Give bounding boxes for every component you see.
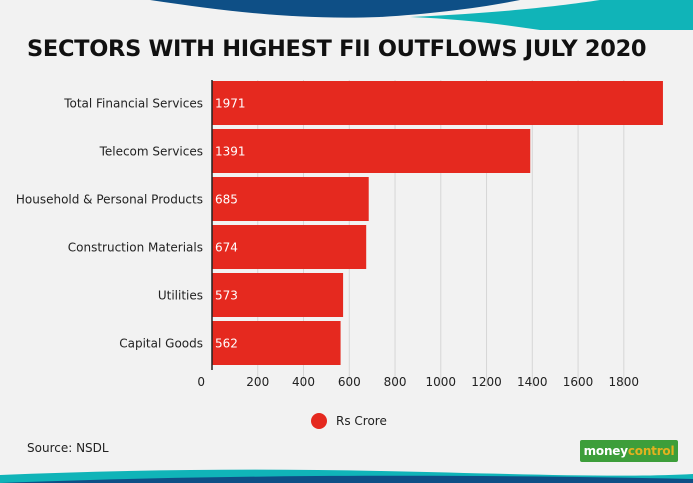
bar-4 xyxy=(212,273,344,317)
data-label-0: 1971 xyxy=(215,97,246,111)
x-tick-label-800: 800 xyxy=(384,375,407,389)
legend-label: Rs Crore xyxy=(336,414,387,428)
x-tick-label-0: 0 xyxy=(197,375,205,389)
x-tick-label-400: 400 xyxy=(292,375,315,389)
category-label-0: Total Financial Services xyxy=(63,97,203,111)
logo-text-control: control xyxy=(627,444,675,458)
moneycontrol-logo: money control xyxy=(580,440,678,462)
data-label-2: 685 xyxy=(215,193,238,207)
x-tick-label-200: 200 xyxy=(246,375,269,389)
bars: 1971 1391 685 674 573 562 xyxy=(212,81,663,365)
legend-swatch xyxy=(311,413,327,429)
bar-0 xyxy=(212,81,663,125)
category-label-5: Capital Goods xyxy=(119,337,203,351)
legend: Rs Crore xyxy=(311,413,387,429)
bar-3 xyxy=(212,225,367,269)
chart-title: SECTORS WITH HIGHEST FII OUTFLOWS JULY 2… xyxy=(27,36,647,62)
data-label-3: 674 xyxy=(215,241,238,255)
header-decorative-band xyxy=(150,0,693,30)
x-tick-label-1200: 1200 xyxy=(471,375,502,389)
footer-decorative-band xyxy=(0,469,693,483)
category-label-1: Telecom Services xyxy=(99,145,203,159)
header-band-dark-wave xyxy=(150,0,520,18)
x-tick-label-1000: 1000 xyxy=(426,375,457,389)
data-label-5: 562 xyxy=(215,337,238,351)
logo-text-money: money xyxy=(583,444,628,458)
category-label-3: Construction Materials xyxy=(68,241,203,255)
x-tick-label-1800: 1800 xyxy=(609,375,640,389)
bar-2 xyxy=(212,177,369,221)
x-axis-ticks: 0 200 400 600 800 1000 1200 1400 1600 1800 xyxy=(197,375,639,389)
header-band-teal-wave xyxy=(410,0,693,30)
bar-5 xyxy=(212,321,341,365)
category-label-2: Household & Personal Products xyxy=(16,193,203,207)
source-note: Source: NSDL xyxy=(27,441,109,455)
x-tick-label-1400: 1400 xyxy=(517,375,548,389)
category-label-4: Utilities xyxy=(158,289,203,303)
x-tick-label-1600: 1600 xyxy=(563,375,594,389)
footer-band-dark-wave xyxy=(0,475,693,483)
data-label-4: 573 xyxy=(215,289,238,303)
x-tick-label-600: 600 xyxy=(338,375,361,389)
category-labels: Total Financial Services Telecom Services… xyxy=(16,97,203,351)
data-label-1: 1391 xyxy=(215,145,246,159)
bar-1 xyxy=(212,129,531,173)
